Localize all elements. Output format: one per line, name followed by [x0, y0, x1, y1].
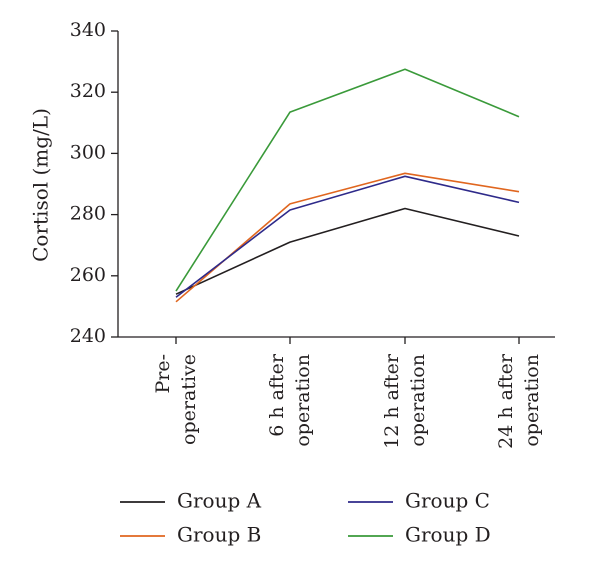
x-tick-label: 12 h after operation	[381, 353, 429, 449]
legend-item: Group D	[348, 523, 491, 547]
y-tick-label: 240	[70, 325, 106, 347]
series-line-group-a	[175, 207, 520, 295]
y-tick-label: 260	[70, 264, 106, 286]
x-tick-label-line: operation	[407, 354, 429, 447]
x-tick-label-line: Pre-	[152, 354, 174, 394]
legend-item: Group C	[348, 489, 490, 513]
y-tick-label: 340	[70, 19, 106, 41]
y-axis-title: Cortisol (mg/L)	[29, 108, 53, 262]
x-tick-label: 24 h after operation	[495, 353, 543, 449]
x-tick-label-line: operation	[292, 354, 314, 447]
legend-label: Group B	[177, 523, 261, 547]
x-tick-label-line: 6 h after	[266, 353, 288, 437]
x-tick-label: 6 h after operation	[266, 353, 314, 447]
series-line-group-d	[175, 68, 520, 292]
x-tick-label-line: 12 h after	[381, 353, 403, 449]
y-tick-label: 280	[70, 203, 106, 225]
x-tick-label-line: 24 h after	[495, 353, 517, 449]
legend-label: Group C	[405, 489, 490, 513]
legend-label: Group D	[405, 523, 491, 547]
legend-item: Group B	[120, 523, 261, 547]
series-lines	[175, 68, 520, 303]
series-line-group-c	[175, 175, 520, 298]
x-tick-label-line: operation	[521, 354, 543, 447]
legend-label: Group A	[177, 489, 262, 513]
x-tick-label-line: operative	[178, 354, 200, 445]
y-tick-label: 300	[70, 141, 106, 163]
x-tick-label: Pre-operative	[152, 354, 200, 445]
legend: Group A Group B Group C Group D	[120, 489, 491, 547]
legend-item: Group A	[120, 489, 262, 513]
y-tick-label: 320	[70, 80, 106, 102]
axes: 240 260 280 300 320 340 Pre-operative 6 h after…	[70, 19, 555, 449]
